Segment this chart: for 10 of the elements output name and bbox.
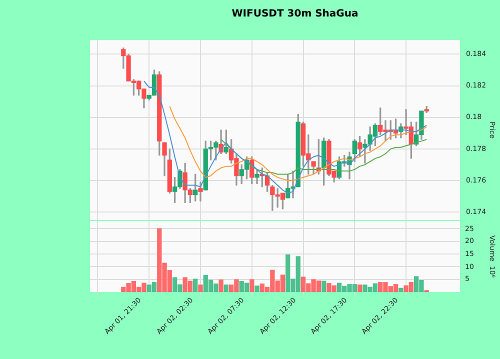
bar bbox=[250, 279, 254, 292]
bar bbox=[224, 284, 229, 292]
bar bbox=[357, 284, 362, 292]
bar bbox=[198, 284, 203, 292]
bar bbox=[193, 278, 198, 292]
bar bbox=[321, 280, 326, 292]
chart-title: WIFUSDT 30m ShaGua bbox=[232, 8, 358, 20]
bar bbox=[218, 280, 224, 292]
bar bbox=[398, 288, 404, 292]
bar bbox=[254, 286, 260, 292]
